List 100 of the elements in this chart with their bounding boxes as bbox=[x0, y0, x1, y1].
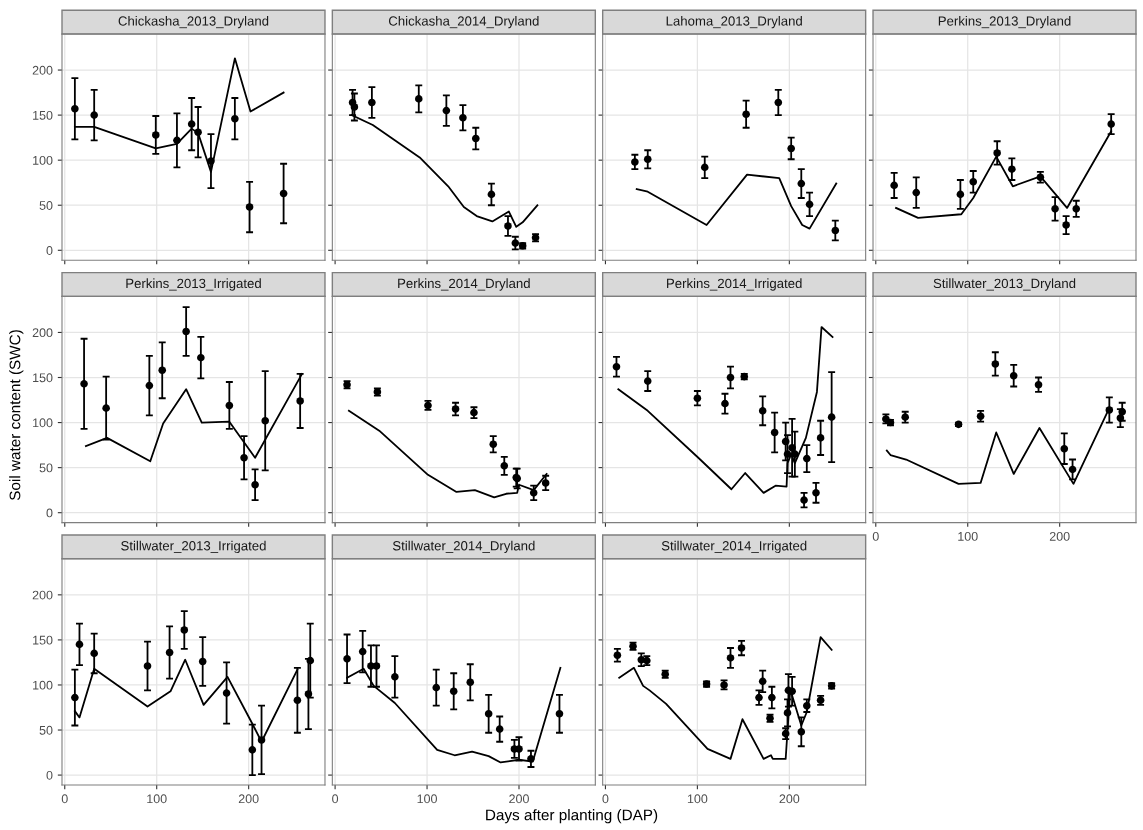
point bbox=[1060, 444, 1069, 453]
x-axis-title: Days after planting (DAP) bbox=[486, 809, 658, 824]
chart-title: Chickasha_2013_Dryland bbox=[118, 15, 269, 29]
point bbox=[527, 755, 535, 763]
point bbox=[261, 416, 270, 425]
x-tick-label: 0 bbox=[872, 531, 879, 541]
y-tick-label: 0 bbox=[46, 246, 53, 255]
point bbox=[831, 226, 840, 235]
point bbox=[788, 444, 796, 452]
y-tick-label: 150 bbox=[33, 635, 53, 645]
point bbox=[755, 693, 763, 702]
point bbox=[1009, 371, 1018, 380]
point bbox=[993, 149, 1001, 157]
y-tick-label: 0 bbox=[46, 770, 53, 780]
point bbox=[151, 131, 160, 139]
point bbox=[71, 105, 79, 113]
point bbox=[197, 353, 205, 362]
point bbox=[797, 728, 806, 736]
point bbox=[90, 111, 98, 119]
point bbox=[180, 626, 189, 634]
y-tick-label: 150 bbox=[33, 110, 53, 120]
y-tick-label: 50 bbox=[39, 201, 53, 210]
point bbox=[541, 479, 550, 487]
point bbox=[372, 662, 381, 670]
x-tick-label: 200 bbox=[238, 794, 259, 804]
x-tick-label: 200 bbox=[509, 794, 529, 804]
point bbox=[774, 98, 783, 107]
point bbox=[414, 95, 423, 103]
point bbox=[187, 120, 196, 128]
chart-title: Stillwater_2013_Irrigated bbox=[121, 540, 266, 554]
point bbox=[484, 710, 493, 718]
point bbox=[758, 407, 767, 415]
point bbox=[515, 745, 523, 753]
point bbox=[90, 649, 98, 658]
point bbox=[726, 373, 735, 382]
point bbox=[222, 689, 231, 697]
point bbox=[1107, 120, 1115, 128]
chart-title: Stillwater_2013_Dryland bbox=[933, 278, 1076, 291]
point bbox=[449, 687, 458, 696]
point bbox=[296, 397, 304, 405]
point bbox=[466, 678, 475, 687]
point bbox=[612, 362, 621, 371]
point bbox=[787, 144, 795, 153]
y-tick-label: 100 bbox=[33, 680, 53, 690]
x-tick-label: 0 bbox=[61, 794, 68, 804]
y-tick-label: 200 bbox=[32, 590, 53, 600]
point bbox=[770, 428, 779, 437]
point bbox=[75, 640, 84, 649]
point bbox=[471, 134, 480, 143]
point bbox=[71, 693, 79, 702]
point bbox=[279, 189, 288, 198]
point bbox=[207, 157, 215, 165]
y-tick-label: 50 bbox=[39, 463, 53, 473]
x-tick-label: 200 bbox=[1049, 531, 1070, 541]
point bbox=[495, 725, 504, 733]
point bbox=[145, 381, 154, 390]
point bbox=[257, 736, 266, 744]
point bbox=[991, 360, 1000, 368]
point bbox=[956, 190, 965, 199]
point bbox=[245, 203, 254, 211]
x-tick-label: 100 bbox=[958, 531, 978, 541]
point bbox=[812, 489, 820, 497]
point bbox=[231, 114, 239, 123]
point bbox=[1034, 380, 1043, 389]
chart-title: Stillwater_2014_Dryland bbox=[392, 540, 535, 554]
y-tick-label: 100 bbox=[33, 155, 53, 165]
point bbox=[391, 673, 399, 681]
y-tick-label: 100 bbox=[33, 418, 53, 428]
point bbox=[805, 200, 814, 209]
x-tick-label: 100 bbox=[147, 794, 167, 804]
point bbox=[1062, 221, 1070, 229]
chart-title: Stillwater_2014_Irrigated bbox=[661, 540, 807, 554]
x-tick-label: 100 bbox=[417, 794, 437, 804]
point bbox=[726, 654, 735, 662]
point bbox=[783, 450, 792, 458]
chart-title: Chickasha_2014_Dryland bbox=[388, 15, 539, 29]
point bbox=[293, 696, 302, 705]
chart-title: Perkins_2013_Dryland bbox=[938, 15, 1071, 29]
chart-title: Lahoma_2013_Dryland bbox=[666, 15, 802, 29]
point bbox=[721, 399, 729, 408]
point bbox=[758, 677, 767, 686]
y-tick-label: 200 bbox=[32, 328, 53, 338]
point bbox=[500, 462, 509, 470]
point bbox=[912, 188, 921, 197]
point bbox=[368, 98, 376, 107]
point bbox=[803, 454, 811, 463]
point bbox=[350, 103, 359, 111]
point bbox=[432, 683, 441, 692]
point bbox=[459, 114, 467, 122]
point bbox=[800, 496, 808, 504]
point bbox=[225, 401, 234, 410]
point bbox=[511, 239, 520, 247]
x-tick-label: 200 bbox=[779, 794, 800, 804]
point bbox=[158, 366, 167, 375]
point bbox=[173, 136, 181, 145]
point bbox=[791, 450, 799, 458]
y-axis-title: Soil water content (SWC) bbox=[9, 330, 24, 501]
point bbox=[251, 480, 259, 489]
point bbox=[1068, 465, 1077, 474]
point bbox=[343, 655, 351, 663]
